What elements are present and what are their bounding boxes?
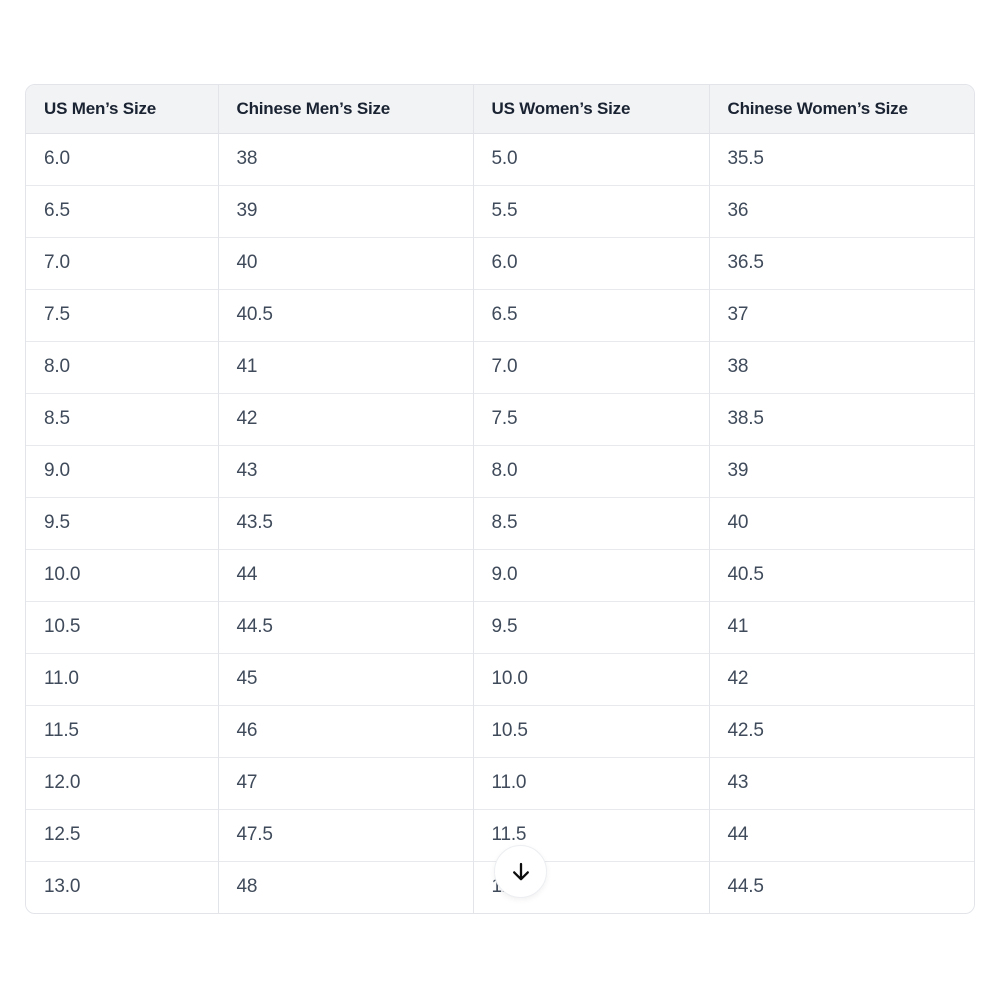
- table-cell: 43: [217, 444, 473, 497]
- column-header: US Women’s Size: [472, 85, 709, 134]
- table-cell: 38: [217, 133, 473, 185]
- table-cell: 9.5: [472, 600, 709, 653]
- table-row: 6.5 39 5.5 36: [26, 184, 974, 237]
- table-cell: 8.0: [26, 340, 218, 393]
- column-header: Chinese Men’s Size: [217, 85, 473, 134]
- size-conversion-table: US Men’s Size Chinese Men’s Size US Women’…: [26, 85, 974, 913]
- table-cell: 9.5: [26, 496, 218, 549]
- table-cell: 42: [708, 652, 974, 705]
- table-cell: 8.0: [472, 444, 709, 497]
- table-cell: 7.5: [472, 392, 709, 445]
- table-cell: 43.5: [217, 496, 473, 549]
- table-cell: 40.5: [217, 288, 473, 341]
- table-cell: 12.0: [26, 756, 218, 809]
- header-row: US Men’s Size Chinese Men’s Size US Women’…: [26, 85, 974, 134]
- table-row: 9.5 43.5 8.5 40: [26, 496, 974, 549]
- table-cell: 38.5: [708, 392, 974, 445]
- table-body: 6.0 38 5.0 35.5 6.5 39 5.5 36 7.0 40 6.0 36.5 7.5 40.…: [26, 133, 974, 913]
- table-cell: 11.0: [26, 652, 218, 705]
- table-cell: 11.0: [472, 756, 709, 809]
- table-cell: 8.5: [26, 392, 218, 445]
- size-conversion-card: US Men’s Size Chinese Men’s Size US Women’…: [25, 84, 975, 914]
- table-cell: 7.0: [472, 340, 709, 393]
- table-cell: 39: [708, 444, 974, 497]
- table-cell: 5.5: [472, 184, 709, 237]
- table-cell: 7.0: [26, 236, 218, 289]
- table-cell: 45: [217, 652, 473, 705]
- table-cell: 13.0: [26, 860, 218, 913]
- table-cell: 42: [217, 392, 473, 445]
- table-row: 12.0 47 11.0 43: [26, 756, 974, 809]
- table-row: 10.5 44.5 9.5 41: [26, 600, 974, 653]
- column-header: US Men’s Size: [26, 85, 218, 134]
- table-cell: 10.5: [472, 704, 709, 757]
- table-cell: 40.5: [708, 548, 974, 601]
- table-cell: 47.5: [217, 808, 473, 861]
- table-cell: 42.5: [708, 704, 974, 757]
- table-row: 11.5 46 10.5 42.5: [26, 704, 974, 757]
- table-cell: 8.5: [472, 496, 709, 549]
- table-cell: 48: [217, 860, 473, 913]
- table-row: 8.0 41 7.0 38: [26, 340, 974, 393]
- table-row: 9.0 43 8.0 39: [26, 444, 974, 497]
- table-cell: 35.5: [708, 133, 974, 185]
- table-cell: 43: [708, 756, 974, 809]
- table-cell: 44: [217, 548, 473, 601]
- table-row: 10.0 44 9.0 40.5: [26, 548, 974, 601]
- table-cell: 10.0: [472, 652, 709, 705]
- table-cell: 12.5: [26, 808, 218, 861]
- table-row: 7.5 40.5 6.5 37: [26, 288, 974, 341]
- table-cell: 44: [708, 808, 974, 861]
- table-row: 8.5 42 7.5 38.5: [26, 392, 974, 445]
- table-cell: 6.0: [26, 133, 218, 185]
- table-row: 11.0 45 10.0 42: [26, 652, 974, 705]
- table-cell: 5.0: [472, 133, 709, 185]
- table-cell: 7.5: [26, 288, 218, 341]
- scroll-down-button[interactable]: [494, 845, 547, 898]
- table-cell: 9.0: [26, 444, 218, 497]
- table-cell: 11.5: [472, 808, 709, 861]
- arrow-down-icon: [509, 860, 533, 884]
- table-cell: 6.0: [472, 236, 709, 289]
- table-cell: 9.0: [472, 548, 709, 601]
- table-cell: 38: [708, 340, 974, 393]
- table-cell: 40: [217, 236, 473, 289]
- table-cell: 44.5: [708, 860, 974, 913]
- table-cell: 11.5: [26, 704, 218, 757]
- table-cell: 41: [708, 600, 974, 653]
- column-header: Chinese Women’s Size: [708, 85, 974, 134]
- table-cell: 40: [708, 496, 974, 549]
- table-cell: 10.0: [26, 548, 218, 601]
- table-cell: 44.5: [217, 600, 473, 653]
- table-cell: 6.5: [26, 184, 218, 237]
- table-row: 6.0 38 5.0 35.5: [26, 133, 974, 185]
- table-cell: 6.5: [472, 288, 709, 341]
- table-cell: 37: [708, 288, 974, 341]
- table-cell: 46: [217, 704, 473, 757]
- table-row: 12.5 47.5 11.5 44: [26, 808, 974, 861]
- table-cell: 36: [708, 184, 974, 237]
- table-cell: 47: [217, 756, 473, 809]
- table-cell: 36.5: [708, 236, 974, 289]
- table-cell: 39: [217, 184, 473, 237]
- table-row: 7.0 40 6.0 36.5: [26, 236, 974, 289]
- table-cell: 10.5: [26, 600, 218, 653]
- table-cell: 41: [217, 340, 473, 393]
